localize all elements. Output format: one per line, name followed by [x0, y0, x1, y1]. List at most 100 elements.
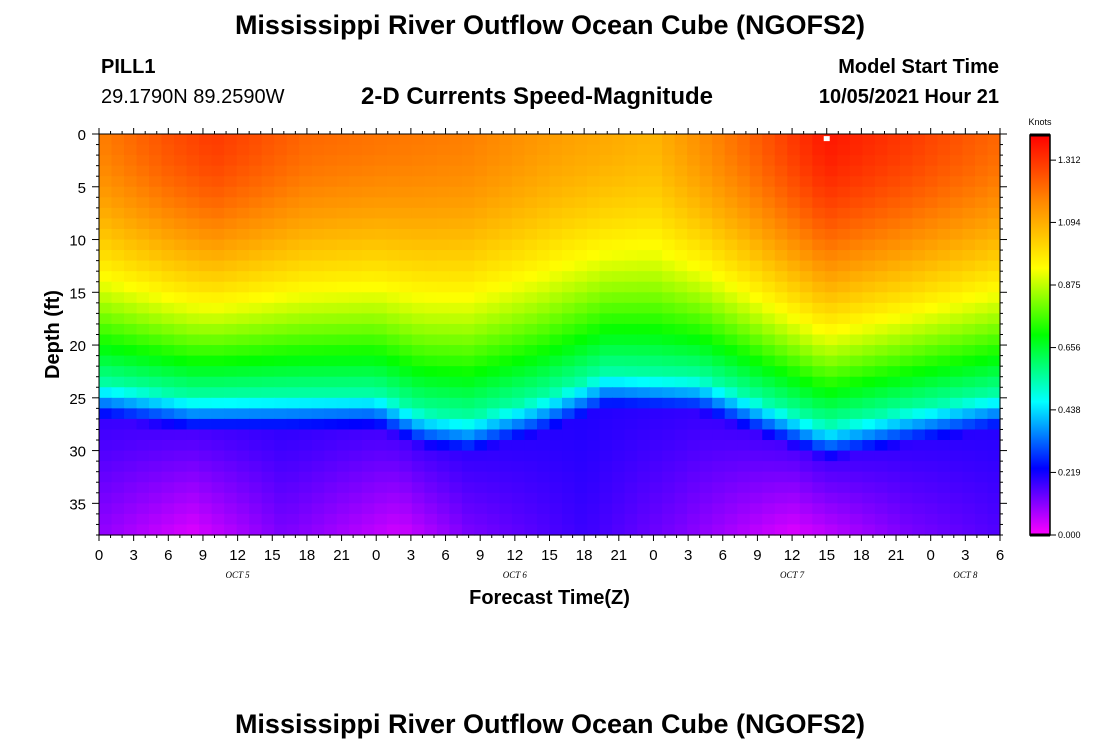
heatmap-cell	[599, 482, 613, 494]
heatmap-cell	[99, 134, 113, 146]
heatmap-cell	[511, 429, 526, 441]
heatmap-cell	[749, 250, 763, 262]
heatmap-cell	[99, 397, 113, 409]
heatmap-cell	[411, 176, 425, 188]
heatmap-cell	[436, 471, 450, 483]
heatmap-cell	[286, 440, 300, 452]
heatmap-cell	[912, 197, 926, 209]
heatmap-cell	[737, 260, 751, 272]
heatmap-cell	[511, 524, 526, 536]
heatmap-cell	[699, 366, 713, 378]
heatmap-cell	[712, 239, 726, 251]
heatmap-cell	[274, 250, 288, 262]
x-tick-label: 9	[476, 547, 484, 564]
heatmap-cell	[274, 186, 288, 198]
heatmap-cell	[812, 471, 826, 483]
heatmap-cell	[549, 218, 563, 230]
heatmap-cell	[111, 323, 125, 336]
heatmap-cell	[712, 302, 726, 314]
heatmap-cell	[637, 313, 651, 325]
heatmap-cell	[224, 387, 238, 399]
heatmap-cell	[812, 345, 826, 357]
heatmap-cell	[261, 186, 275, 198]
heatmap-cell	[799, 492, 813, 504]
heatmap-cell	[687, 345, 701, 357]
heatmap-cell	[274, 197, 288, 209]
heatmap-cell	[261, 207, 275, 220]
heatmap-cell	[837, 176, 851, 188]
heatmap-cell	[762, 334, 776, 346]
heatmap-cell	[386, 513, 400, 526]
heatmap-cell	[349, 355, 363, 367]
heatmap-cell	[274, 503, 288, 515]
heatmap-cell	[949, 366, 964, 378]
heatmap-cell	[474, 418, 488, 431]
heatmap-cell	[274, 218, 288, 230]
heatmap-cell	[849, 376, 863, 388]
heatmap-cell	[161, 228, 175, 241]
heatmap-cell	[987, 323, 1001, 336]
heatmap-cell	[649, 155, 663, 167]
heatmap-cell	[361, 345, 375, 357]
heatmap-cell	[124, 313, 138, 325]
x-tick-label: 18	[576, 547, 593, 564]
heatmap-cell	[524, 144, 538, 156]
heatmap-cell	[599, 186, 613, 198]
heatmap-cell	[224, 482, 238, 494]
heatmap-cell	[224, 418, 238, 431]
heatmap-cell	[374, 397, 388, 409]
heatmap-cell	[374, 260, 388, 272]
heatmap-cell	[924, 345, 939, 357]
heatmap-cell	[349, 503, 363, 515]
heatmap-cell	[612, 292, 626, 304]
heatmap-cell	[399, 482, 413, 494]
heatmap-cell	[762, 239, 776, 251]
heatmap-cell	[449, 228, 463, 241]
heatmap-cell	[374, 271, 388, 283]
heatmap-cell	[511, 503, 526, 515]
heatmap-cell	[849, 207, 863, 220]
heatmap-cell	[574, 197, 588, 209]
heatmap-cell	[874, 186, 888, 198]
heatmap-cell	[799, 165, 813, 177]
heatmap-cell	[849, 524, 863, 536]
heatmap-cell	[799, 429, 813, 441]
heatmap-cell	[799, 207, 813, 220]
heatmap-cell	[562, 155, 576, 167]
heatmap-cell	[311, 334, 325, 346]
heatmap-cell	[587, 239, 601, 251]
heatmap-cell	[274, 355, 288, 367]
heatmap-cell	[474, 461, 488, 473]
heatmap-cell	[712, 345, 726, 357]
heatmap-cell	[299, 408, 313, 420]
heatmap-cell	[436, 197, 450, 209]
heatmap-cell	[949, 513, 964, 526]
heatmap-cell	[674, 524, 688, 536]
heatmap-cell	[374, 408, 388, 420]
heatmap-cell	[549, 323, 563, 336]
heatmap-cell	[249, 524, 263, 536]
heatmap-cell	[236, 144, 250, 156]
heatmap-cell	[374, 155, 388, 167]
heatmap-cell	[699, 513, 713, 526]
heatmap-cell	[499, 440, 513, 452]
heatmap-cell	[474, 144, 488, 156]
heatmap-cell	[899, 461, 913, 473]
heatmap-cell	[524, 313, 538, 325]
heatmap-cell	[311, 450, 325, 462]
heatmap-cell	[499, 197, 513, 209]
heatmap-cell	[499, 155, 513, 167]
heatmap-cell	[862, 144, 876, 156]
heatmap-cell	[712, 355, 726, 367]
heatmap-cell	[587, 271, 601, 283]
heatmap-cell	[724, 165, 738, 177]
heatmap-cell	[361, 429, 375, 441]
heatmap-cell	[862, 440, 876, 452]
heatmap-cell	[186, 397, 200, 409]
heatmap-cell	[812, 155, 826, 167]
heatmap-cell	[261, 387, 275, 399]
heatmap-cell	[486, 228, 501, 241]
heatmap-cell	[824, 345, 838, 357]
heatmap-cell	[987, 345, 1001, 357]
heatmap-cell	[774, 334, 788, 346]
